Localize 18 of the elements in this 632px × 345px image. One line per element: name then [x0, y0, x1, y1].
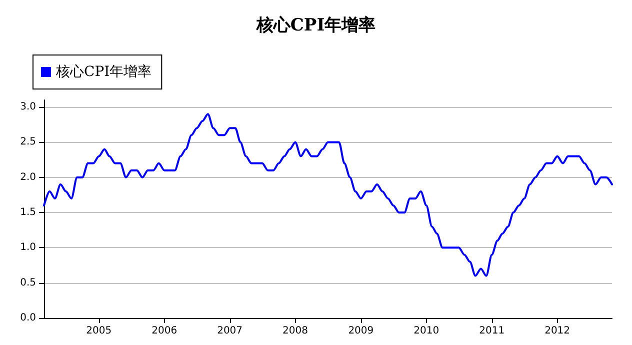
x-tick-label: 2006: [152, 326, 178, 336]
x-tick-label: 2005: [86, 326, 112, 336]
x-tick-label: 2007: [217, 326, 243, 336]
line-series: [43, 113, 613, 277]
y-tick-label: 0.0: [20, 312, 36, 324]
x-tick-label: 2010: [414, 326, 440, 336]
y-tick-label: 2.5: [20, 136, 36, 148]
x-tick-label: 2009: [348, 326, 374, 336]
y-tick-label: 3.0: [20, 102, 36, 113]
x-tick-label: 2011: [479, 326, 505, 336]
y-tick-label: 1.5: [20, 207, 36, 218]
x-tick-label: 2012: [544, 326, 570, 336]
y-tick-label: 1.0: [20, 242, 36, 254]
legend-label: 核心CPI年增率: [55, 64, 152, 80]
chart-title: 核心CPI年增率: [255, 16, 376, 36]
y-tick-label: 2.0: [20, 172, 36, 183]
x-tick-label: 2008: [282, 326, 308, 336]
y-tick-label: 0.5: [20, 277, 36, 288]
